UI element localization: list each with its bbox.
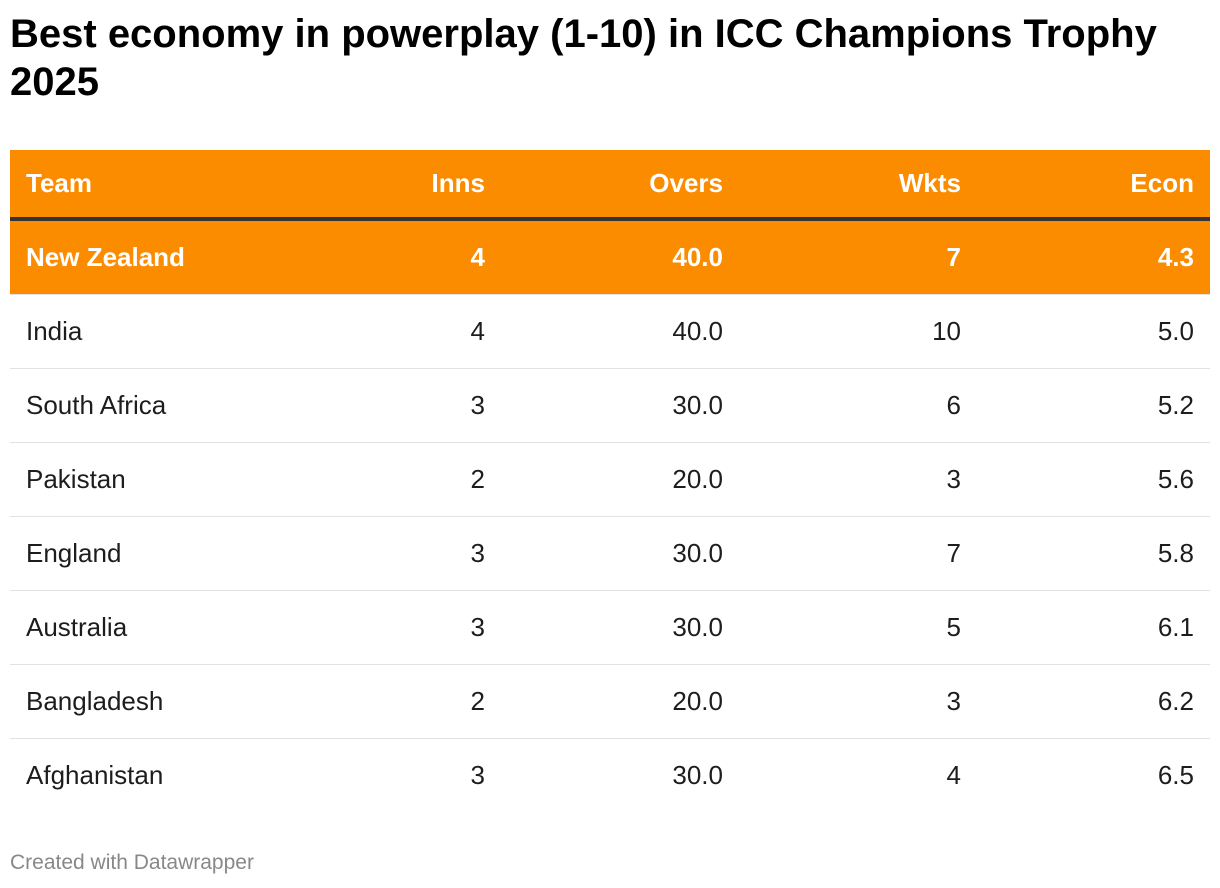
table-row: South Africa 3 30.0 6 5.2 <box>10 368 1210 443</box>
cell-econ: 6.1 <box>977 590 1210 665</box>
cell-inns: 3 <box>259 368 501 443</box>
cell-overs: 40.0 <box>501 294 739 369</box>
table-row: Pakistan 2 20.0 3 5.6 <box>10 442 1210 517</box>
cell-wkts: 7 <box>739 516 977 591</box>
chart-title: Best economy in powerplay (1-10) in ICC … <box>10 12 1157 104</box>
cell-team: Bangladesh <box>10 664 259 739</box>
cell-inns: 2 <box>259 664 501 739</box>
cell-overs: 30.0 <box>672 760 723 790</box>
column-header-econ[interactable]: Econ <box>977 150 1210 221</box>
cell-wkts: 3 <box>739 664 977 739</box>
cell-overs: 20.0 <box>501 442 739 517</box>
cell-wkts: 6 <box>739 368 977 443</box>
footer-credit: Created with Datawrapper <box>10 851 254 874</box>
data-table: Team Inns Overs Wkts Econ New Zealand 4 40… <box>10 150 1210 812</box>
cell-overs: 20.0 <box>501 664 739 739</box>
cell-inns: 2 <box>259 442 501 517</box>
cell-wkts: 5 <box>739 590 977 665</box>
table-row: Afghanistan 3 30.0 4 6.5 <box>10 739 1210 813</box>
cell-overs: 30.0 <box>501 590 739 665</box>
cell-inns: 3 <box>259 516 501 591</box>
cell-inns: 3 <box>470 760 485 790</box>
cell-econ: 6.2 <box>977 664 1210 739</box>
cell-wkts: 10 <box>739 294 977 369</box>
table-row: Bangladesh 2 20.0 3 6.2 <box>10 664 1210 739</box>
cell-overs: 30.0 <box>501 368 739 443</box>
cell-overs: 40.0 <box>501 219 739 295</box>
table-row: India 4 40.0 10 5.0 <box>10 294 1210 369</box>
header-row: Team Inns Overs Wkts Econ <box>10 150 1210 221</box>
cell-team: Pakistan <box>10 442 259 517</box>
cell-wkts: 3 <box>739 442 977 517</box>
table-body: New Zealand 4 40.0 7 4.3 India 4 40.0 10 5.0 South… <box>10 219 1210 812</box>
cell-wkts: 7 <box>739 219 977 295</box>
cell-econ: 5.2 <box>977 368 1210 443</box>
cell-team: Afghanistan <box>26 760 164 790</box>
cell-team: New Zealand <box>10 219 259 295</box>
cell-econ: 5.6 <box>977 442 1210 517</box>
cell-econ: 6.5 <box>1157 760 1194 790</box>
cell-econ: 5.8 <box>977 516 1210 591</box>
column-header-wkts[interactable]: Wkts <box>739 150 977 221</box>
cell-inns: 4 <box>259 294 501 369</box>
cell-team: England <box>10 516 259 591</box>
column-header-overs[interactable]: Overs <box>501 150 739 221</box>
cell-econ: 5.0 <box>977 294 1210 369</box>
cell-team: Australia <box>10 590 259 665</box>
table-header: Team Inns Overs Wkts Econ <box>10 150 1210 221</box>
cell-inns: 3 <box>259 590 501 665</box>
cell-inns: 4 <box>259 219 501 295</box>
cell-wkts: 4 <box>946 760 961 790</box>
cell-econ: 4.3 <box>977 219 1210 295</box>
column-header-team[interactable]: Team <box>10 150 259 221</box>
table-row: New Zealand 4 40.0 7 4.3 <box>10 219 1210 295</box>
column-header-inns[interactable]: Inns <box>259 150 501 221</box>
cell-team: India <box>10 294 259 369</box>
cell-overs: 30.0 <box>501 516 739 591</box>
table-row: Australia 3 30.0 5 6.1 <box>10 590 1210 665</box>
cell-team: South Africa <box>10 368 259 443</box>
table-row: England 3 30.0 7 5.8 <box>10 516 1210 591</box>
